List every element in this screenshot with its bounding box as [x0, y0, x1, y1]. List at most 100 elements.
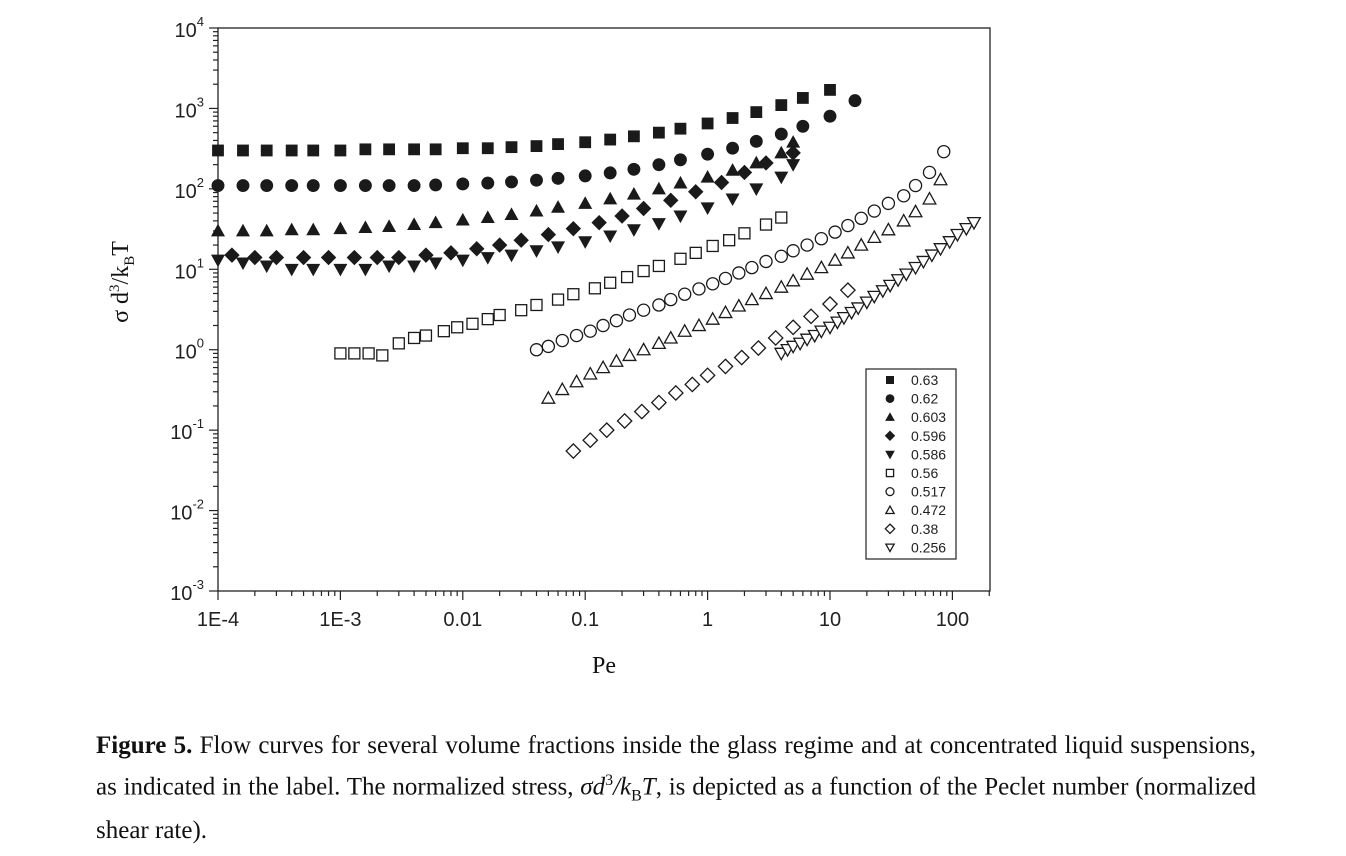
- data-point: [822, 321, 838, 335]
- data-point: [799, 333, 815, 347]
- data-point: [567, 288, 580, 301]
- data-point: [481, 142, 494, 155]
- data-point: [210, 223, 226, 237]
- data-point: [785, 319, 802, 336]
- data-point: [684, 376, 701, 393]
- data-point: [493, 308, 506, 322]
- data-point: [652, 126, 665, 139]
- data-point: [813, 259, 829, 274]
- data-point: [663, 330, 679, 344]
- data-point: [651, 218, 666, 231]
- data-point: [924, 249, 940, 263]
- data-point: [552, 138, 564, 151]
- data-point: [774, 127, 788, 141]
- data-point: [504, 249, 519, 263]
- data-point: [854, 211, 868, 226]
- y-tick-label: 102: [175, 175, 204, 203]
- data-point: [627, 162, 641, 176]
- data-point: [628, 130, 640, 143]
- data-point: [750, 106, 763, 119]
- legend-item: 0.517: [885, 484, 946, 500]
- data-point: [334, 144, 347, 157]
- data-point: [551, 171, 565, 185]
- data-point: [358, 220, 373, 234]
- data-point: [382, 219, 397, 232]
- data-point: [408, 143, 420, 156]
- data-point: [723, 234, 736, 247]
- data-point: [505, 141, 518, 154]
- data-point: [705, 277, 720, 291]
- data-point: [333, 179, 347, 192]
- data-point: [407, 260, 422, 274]
- data-point: [540, 226, 557, 243]
- data-point: [554, 381, 570, 396]
- data-point: [700, 169, 715, 183]
- data-point: [850, 302, 866, 316]
- data-point: [428, 257, 443, 271]
- data-point: [358, 263, 373, 277]
- data-point: [725, 193, 740, 207]
- legend-label: 0.56: [911, 465, 938, 481]
- y-tick-label: 101: [175, 255, 204, 283]
- caption-math-sigma-d: σd: [580, 773, 606, 801]
- legend-label: 0.517: [911, 484, 946, 500]
- data-point: [235, 257, 250, 271]
- data-point: [588, 282, 602, 295]
- data-point: [437, 325, 450, 338]
- data-point: [802, 308, 820, 325]
- data-point: [692, 282, 706, 296]
- data-point: [774, 171, 789, 185]
- data-point: [551, 200, 566, 213]
- data-point: [595, 359, 611, 374]
- legend-item: 0.472: [884, 502, 946, 518]
- data-point: [455, 212, 470, 226]
- data-point: [348, 347, 361, 360]
- legend-marker: [886, 375, 895, 384]
- data-point: [382, 179, 396, 192]
- x-tick-label: 100: [936, 609, 969, 631]
- data-point: [896, 213, 912, 227]
- data-point: [443, 245, 459, 261]
- data-point: [677, 323, 693, 337]
- data-point: [359, 143, 372, 156]
- data-point: [284, 222, 299, 236]
- data-point: [937, 144, 951, 159]
- data-point: [333, 263, 348, 277]
- data-point: [651, 335, 667, 350]
- data-point: [626, 186, 641, 200]
- caption-math-sub: B: [631, 787, 642, 805]
- legend-marker: [885, 394, 895, 403]
- data-point: [673, 210, 688, 224]
- data-point: [407, 217, 422, 231]
- data-point: [469, 241, 485, 257]
- data-point: [541, 339, 556, 354]
- x-tick-label: 1E-4: [197, 609, 239, 631]
- data-point: [650, 394, 667, 411]
- data-point: [603, 191, 618, 205]
- data-point: [637, 264, 650, 278]
- figure-caption: Figure 5. Flow curves for several volume…: [96, 728, 1256, 848]
- data-point: [749, 134, 763, 148]
- data-point: [285, 144, 298, 157]
- data-point: [259, 223, 274, 237]
- legend-label: 0.586: [911, 446, 946, 462]
- series-0.38: [565, 282, 856, 460]
- data-point: [699, 367, 716, 384]
- data-point: [896, 189, 911, 203]
- caption-text-2: , is depicted as a function of the Pecle…: [96, 773, 1256, 845]
- data-point: [604, 276, 617, 289]
- data-point: [382, 260, 397, 274]
- data-point: [392, 337, 405, 350]
- data-point: [376, 349, 389, 362]
- data-point: [259, 260, 274, 274]
- data-point: [799, 266, 815, 280]
- data-point: [664, 292, 678, 307]
- data-point: [691, 317, 707, 332]
- data-point: [785, 273, 801, 287]
- legend-marker: [884, 504, 896, 515]
- data-point: [358, 179, 372, 192]
- data-point: [663, 192, 679, 209]
- legend-item: 0.256: [884, 539, 946, 555]
- legend-marker: [885, 412, 895, 421]
- legend-box: [865, 368, 957, 560]
